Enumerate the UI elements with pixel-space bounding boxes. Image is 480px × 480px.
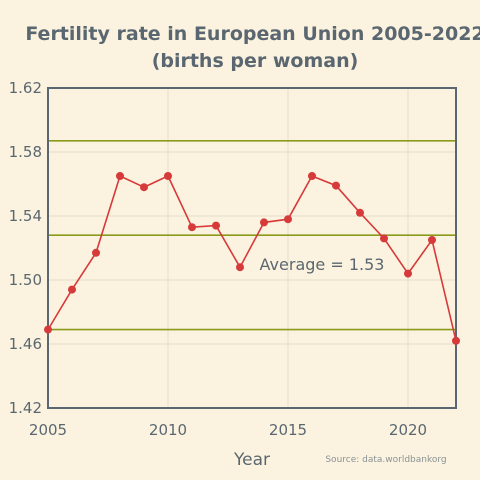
data-point xyxy=(236,263,244,272)
data-point xyxy=(44,325,52,334)
data-point xyxy=(308,172,316,180)
data-point xyxy=(284,215,292,224)
x-tick-label: 2005 xyxy=(29,421,67,439)
data-point xyxy=(260,218,268,227)
data-point xyxy=(452,336,460,345)
data-point xyxy=(188,223,196,232)
source-note: Source: data.worldbankorg xyxy=(325,455,446,465)
data-point xyxy=(68,285,76,294)
annotation-average: Average = 1.53 xyxy=(260,255,385,274)
data-point xyxy=(380,234,388,243)
series-layer xyxy=(44,172,460,345)
y-tick-label: 1.50 xyxy=(9,271,42,289)
data-point xyxy=(404,269,412,278)
chart-title: Fertility rate in European Union 2005-20… xyxy=(25,23,480,45)
chart-subtitle: (births per woman) xyxy=(152,50,359,72)
x-tick-label: 2015 xyxy=(269,421,307,439)
y-tick-label: 1.58 xyxy=(9,143,42,161)
y-tick-label: 1.54 xyxy=(9,207,42,225)
grid-layer xyxy=(48,88,456,408)
reference-lines xyxy=(48,140,456,331)
data-point xyxy=(116,172,124,180)
x-tick-label: 2010 xyxy=(149,421,187,439)
data-point xyxy=(356,208,364,217)
data-point xyxy=(164,172,172,180)
y-tick-label: 1.62 xyxy=(9,79,42,97)
data-point xyxy=(140,183,148,192)
data-point xyxy=(428,236,436,244)
data-point xyxy=(92,248,100,257)
y-tick-label: 1.42 xyxy=(9,399,42,417)
series-line xyxy=(47,174,457,341)
tick-labels: 1.42 1.46 1.50 1.54 1.58 1.62 2005 2010 2015 2020 xyxy=(9,79,428,439)
plot-frame xyxy=(47,87,457,409)
data-point xyxy=(332,181,340,190)
x-axis-label: Year xyxy=(233,450,270,470)
x-tick-label: 2020 xyxy=(389,421,427,439)
y-tick-label: 1.46 xyxy=(9,335,42,353)
data-point xyxy=(212,221,220,230)
